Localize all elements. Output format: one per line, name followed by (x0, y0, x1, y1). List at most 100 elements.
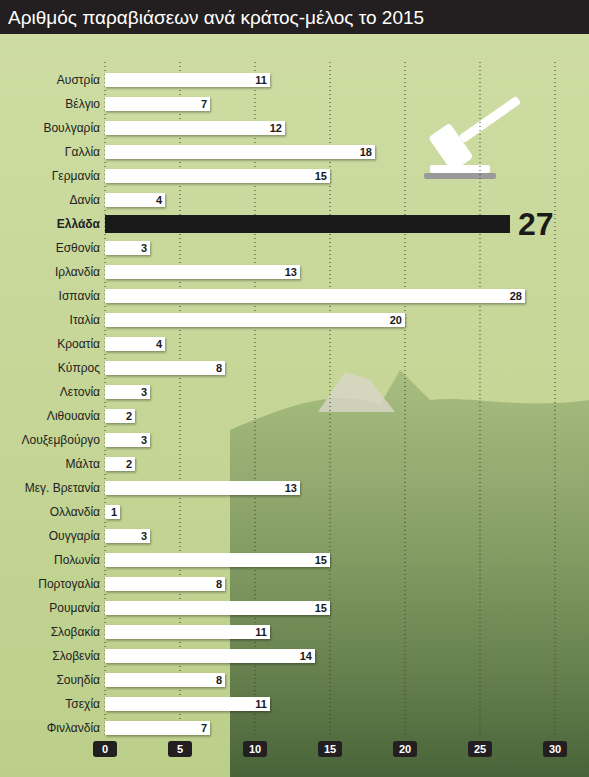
category-label: Πολωνία (54, 553, 100, 567)
labels: Αυστρία11Βέλγιο7Βουλγαρία12Γαλλία18Γερμα… (21, 73, 553, 735)
bar (105, 313, 405, 327)
bar (105, 673, 225, 687)
data-label: 8 (216, 674, 222, 686)
data-label: 8 (216, 362, 222, 374)
category-label: Ρουμανία (49, 601, 100, 615)
category-label: Μεγ. Βρετανία (25, 481, 100, 495)
tick-label: 25 (474, 743, 486, 755)
background (0, 0, 589, 777)
grid-line (330, 62, 331, 738)
data-label: 15 (315, 170, 327, 182)
category-label: Τσεχία (65, 697, 100, 711)
data-label: 27 (518, 206, 554, 242)
category-label: Σλοβενία (52, 649, 100, 663)
data-label: 14 (300, 650, 313, 662)
bar (105, 121, 285, 135)
tick-label: 5 (177, 743, 183, 755)
bar (105, 553, 330, 567)
bar (105, 481, 300, 495)
bar (105, 433, 150, 447)
tick-label: 30 (549, 743, 561, 755)
chart: Αριθμός παραβιάσεων ανά κράτος-μέλος το … (0, 0, 589, 777)
bar (105, 215, 510, 233)
tick-mark (318, 741, 342, 757)
bar (105, 577, 225, 591)
tick-mark (468, 741, 492, 757)
data-label: 12 (270, 122, 282, 134)
data-label: 7 (201, 722, 207, 734)
category-label: Σλοβακία (51, 625, 100, 639)
category-label: Λετονία (60, 385, 100, 399)
x-axis: 0 5 10 15 20 25 30 (93, 741, 567, 757)
category-label: Βουλγαρία (43, 121, 100, 135)
bar (105, 505, 120, 519)
data-label: 11 (255, 74, 267, 86)
category-label: Πορτογαλία (38, 577, 100, 591)
data-label: 3 (141, 530, 147, 542)
category-label: Ελλάδα (57, 217, 101, 231)
category-label: Ουγγαρία (49, 529, 100, 543)
landscape (230, 370, 589, 777)
tick-label: 15 (324, 743, 336, 755)
data-label: 3 (141, 386, 147, 398)
data-label: 13 (285, 482, 297, 494)
bar (105, 625, 270, 639)
bar (105, 289, 525, 303)
category-label: Μάλτα (66, 457, 101, 471)
data-label: 11 (255, 698, 267, 710)
category-label: Σουηδία (56, 673, 100, 687)
data-label: 3 (141, 434, 147, 446)
bar (105, 457, 135, 471)
bar (105, 193, 165, 207)
data-label: 4 (156, 338, 163, 350)
grid-line (405, 62, 406, 738)
bar (105, 601, 330, 615)
bar (105, 697, 270, 711)
grid-line (555, 62, 556, 738)
data-label: 15 (315, 554, 327, 566)
data-label: 15 (315, 602, 327, 614)
bars (105, 73, 525, 735)
bar (105, 169, 330, 183)
title-bar (0, 0, 589, 34)
data-label: 4 (156, 194, 163, 206)
tick-mark (168, 741, 192, 757)
data-label: 20 (390, 314, 402, 326)
data-label: 3 (141, 242, 147, 254)
bar (105, 241, 150, 255)
data-label: 18 (360, 146, 372, 158)
category-label: Ιταλία (70, 313, 101, 327)
category-label: Λουξεμβούργο (21, 433, 100, 447)
tick-label: 10 (249, 743, 261, 755)
data-label: 8 (216, 578, 222, 590)
category-label: Λιθουανία (47, 409, 100, 423)
grid-line (480, 62, 481, 738)
data-label: 13 (285, 266, 297, 278)
category-label: Ιρλανδία (55, 265, 100, 279)
bar (105, 529, 150, 543)
bar (105, 97, 210, 111)
data-label: 2 (126, 410, 132, 422)
data-label: 2 (126, 458, 132, 470)
category-label: Κροατία (57, 337, 100, 351)
title: Αριθμός παραβιάσεων ανά κράτος-μέλος το … (8, 7, 424, 28)
bar (105, 265, 300, 279)
category-label: Εσθονία (56, 241, 100, 255)
bar (105, 337, 165, 351)
gavel-icon (424, 83, 531, 179)
tick-mark (93, 741, 117, 757)
category-label: Φινλανδία (47, 721, 100, 735)
data-label: 1 (111, 506, 117, 518)
category-label: Κύπρος (58, 361, 100, 375)
bar (105, 73, 270, 87)
tick-label: 20 (399, 743, 411, 755)
tick-mark (243, 741, 267, 757)
data-label: 11 (255, 626, 267, 638)
bar (105, 361, 225, 375)
tick-mark (393, 741, 417, 757)
category-label: Γαλλία (65, 145, 100, 159)
bar (105, 145, 375, 159)
tick-label: 0 (102, 743, 108, 755)
data-label: 7 (201, 98, 207, 110)
bar (105, 721, 210, 735)
